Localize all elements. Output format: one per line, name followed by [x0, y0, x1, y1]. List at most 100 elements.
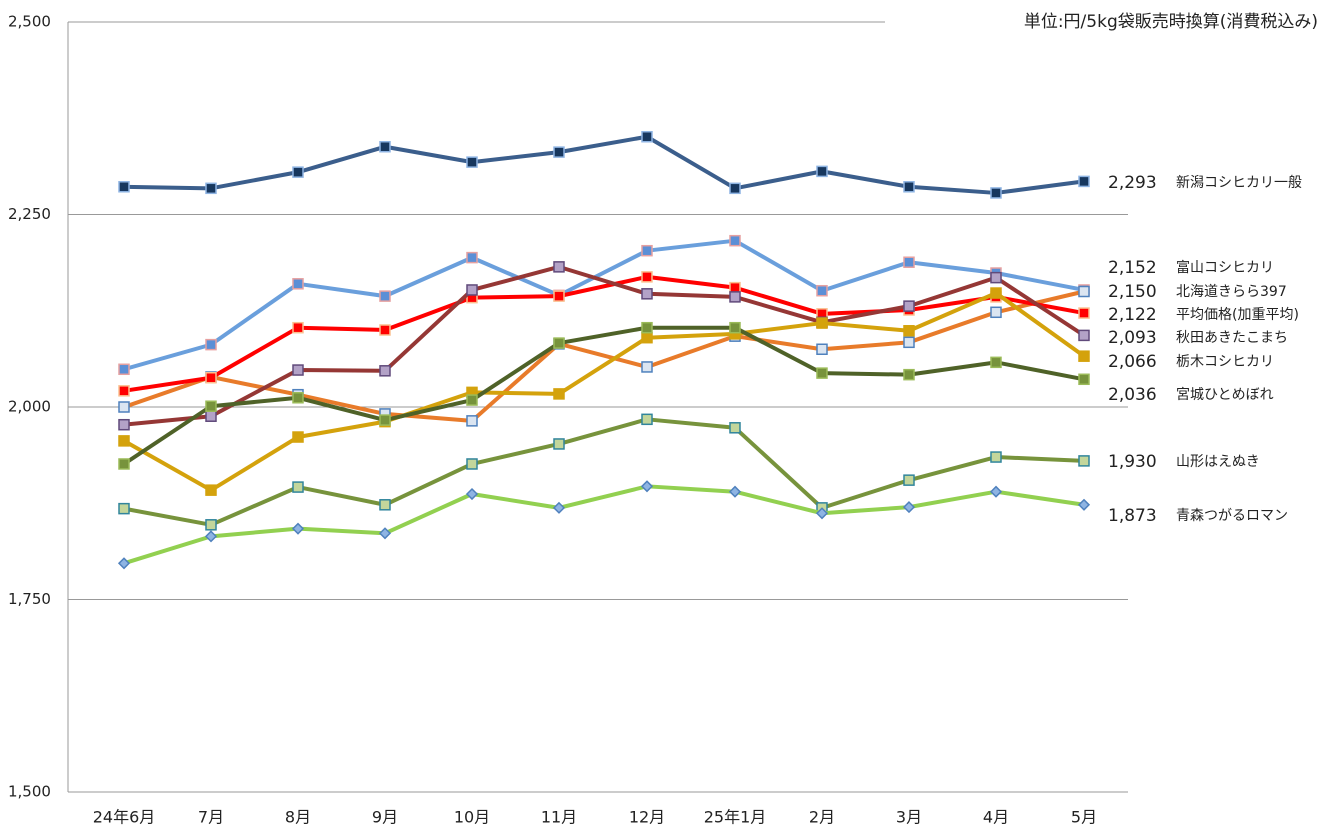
x-tick-label: 5月 [1071, 808, 1097, 827]
legend-label: 秋田あきたこまち [1176, 330, 1288, 346]
marker [989, 485, 1003, 498]
marker [641, 331, 653, 344]
marker [728, 485, 742, 498]
y-tick-label: 1,500 [8, 783, 51, 801]
marker [292, 481, 304, 493]
value-label: 2,093 [1108, 328, 1157, 348]
y-tick-label: 1,750 [8, 590, 51, 608]
x-tick-label: 9月 [372, 808, 398, 827]
marker [205, 519, 217, 531]
marker [1077, 498, 1091, 511]
marker [553, 146, 565, 158]
marker [553, 388, 565, 400]
marker [903, 336, 915, 349]
marker [903, 181, 915, 193]
marker [379, 290, 391, 302]
marker [641, 130, 653, 143]
marker [378, 527, 392, 540]
marker [903, 300, 915, 312]
x-tick-label: 25年1月 [704, 808, 767, 827]
value-label: 2,293 [1108, 173, 1157, 193]
x-tick-label: 7月 [198, 808, 224, 827]
marker [118, 502, 130, 515]
marker [641, 361, 653, 373]
marker [990, 306, 1002, 319]
legend-label: 山形はえぬき [1176, 454, 1260, 470]
value-label: 2,066 [1108, 352, 1157, 372]
marker [466, 156, 478, 168]
x-tick-label: 12月 [629, 808, 665, 827]
marker [1078, 285, 1090, 298]
series-line [123, 274, 1085, 393]
y-tick-label: 2,000 [8, 398, 51, 416]
marker [903, 474, 915, 486]
marker [1078, 175, 1090, 188]
marker [205, 484, 217, 496]
marker [205, 182, 217, 195]
marker [641, 321, 653, 334]
value-label: 2,152 [1108, 258, 1157, 278]
marker [292, 392, 304, 404]
marker [1078, 350, 1090, 362]
marker [466, 284, 478, 296]
marker [990, 187, 1002, 199]
marker [816, 343, 828, 355]
y-tick-label: 2,250 [8, 205, 51, 223]
series-line [123, 264, 1086, 427]
x-tick-label: 2月 [809, 808, 835, 827]
value-label: 1,873 [1108, 506, 1157, 526]
marker [118, 458, 130, 470]
marker [117, 557, 131, 570]
marker [903, 325, 915, 337]
marker [641, 271, 653, 283]
marker [466, 415, 478, 427]
marker [816, 317, 828, 329]
marker [1078, 329, 1090, 342]
marker [379, 140, 391, 153]
unit-annotation: 単位:円/5kg袋販売時換算(消費税込み) [1024, 12, 1318, 32]
marker [902, 501, 916, 514]
marker [118, 385, 130, 397]
legend-label: 富山コシヒカリ [1176, 259, 1274, 276]
x-tick-label: 3月 [896, 808, 922, 827]
legend-label: 青森つがるロマン [1176, 508, 1288, 524]
marker [640, 480, 654, 493]
marker [729, 291, 741, 303]
marker [816, 367, 828, 379]
marker [729, 422, 741, 434]
x-tick-label: 4月 [983, 808, 1009, 827]
legend-label: 北海道きらら397 [1176, 284, 1287, 300]
marker [205, 371, 217, 384]
marker [118, 435, 130, 447]
x-tick-label: 8月 [285, 808, 311, 827]
marker [291, 522, 305, 535]
marker [552, 501, 566, 514]
marker [292, 364, 304, 376]
marker [553, 261, 565, 273]
series-line [123, 417, 1085, 527]
value-label: 1,930 [1108, 452, 1157, 472]
legend-label: 新潟コシヒカリ一般 [1176, 175, 1302, 191]
marker [903, 368, 915, 381]
y-tick-label: 2,500 [8, 13, 51, 31]
marker [641, 244, 653, 257]
marker [466, 394, 478, 406]
marker [118, 418, 130, 431]
series-line [123, 238, 1085, 372]
marker [466, 458, 478, 470]
series-line [123, 289, 1085, 423]
marker [990, 451, 1002, 463]
x-tick-label: 10月 [454, 808, 490, 827]
marker [379, 414, 391, 426]
marker [990, 356, 1002, 369]
marker [729, 234, 741, 247]
marker [990, 287, 1002, 299]
marker [379, 324, 391, 336]
x-tick-label: 24年6月 [93, 808, 156, 827]
value-label: 2,122 [1108, 305, 1157, 325]
marker [292, 321, 304, 334]
marker [466, 251, 478, 264]
marker [204, 530, 218, 543]
value-label: 2,036 [1108, 385, 1157, 405]
legend-label: 栃木コシヒカリ [1176, 354, 1274, 370]
